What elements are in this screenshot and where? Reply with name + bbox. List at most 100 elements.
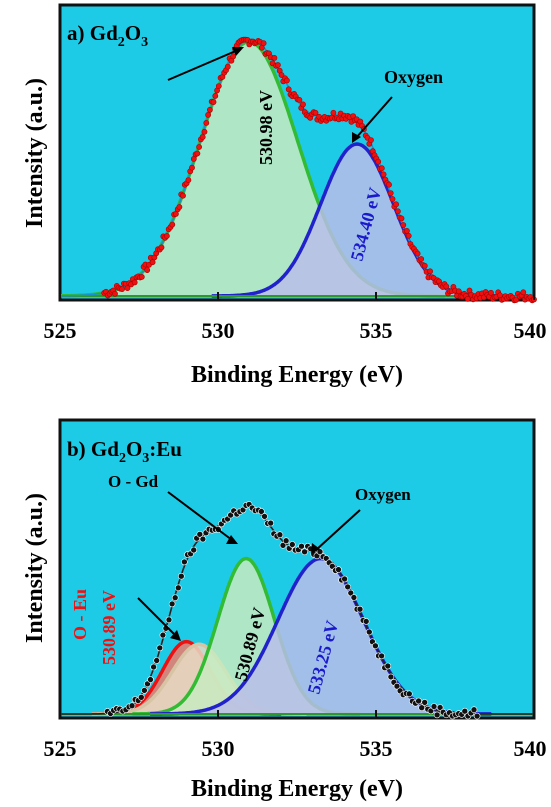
y-axis-title-b: Intensity (a.u.) (22, 493, 48, 643)
data-point-a (224, 63, 231, 70)
data-point-b (365, 628, 373, 636)
data-point-b (430, 703, 438, 710)
data-point-a (520, 289, 527, 296)
data-point-a (131, 279, 138, 286)
data-point-b (418, 704, 426, 712)
data-point-b (362, 618, 370, 625)
data-point-b (171, 594, 179, 602)
data-point-a (375, 158, 382, 165)
data-point-a (368, 137, 374, 143)
data-point-a (119, 286, 125, 292)
data-point-b (128, 702, 136, 710)
data-point-a (124, 285, 131, 291)
curves-b (60, 501, 534, 720)
annotation-b-o-gd: O - Gd (108, 472, 159, 491)
data-point-a (285, 86, 292, 93)
data-point-a (330, 109, 337, 116)
data-point-a (138, 273, 145, 280)
data-point-a (274, 62, 281, 68)
data-point-b (178, 572, 185, 580)
data-point-b (427, 707, 435, 715)
data-point-b (378, 652, 385, 660)
annotation-a-oxygen: Oxygen (384, 67, 443, 87)
data-point-a (380, 171, 387, 178)
data-point-a (144, 267, 151, 273)
data-point-a (215, 83, 222, 89)
data-point-b (393, 682, 401, 690)
data-point-b (461, 707, 469, 715)
data-point-b (239, 506, 247, 514)
panel-label-b: b) Gd2O3:Eu (67, 437, 182, 466)
data-point-b (279, 541, 287, 549)
data-point-b (384, 662, 392, 670)
data-point-b (316, 548, 324, 556)
data-point-a (283, 77, 290, 84)
data-point-b (168, 600, 176, 608)
data-point-b (196, 530, 204, 538)
data-point-a (201, 128, 208, 135)
data-point-a (199, 134, 206, 140)
data-point-b (199, 535, 207, 543)
data-point-a (400, 222, 407, 228)
data-point-b (436, 704, 444, 711)
arrowhead-a-oxygen (352, 132, 361, 143)
data-point-a (185, 177, 192, 183)
x-tick-label-b-525: 525 (44, 736, 77, 761)
data-point-b (267, 519, 275, 527)
x-tick-label-b-535: 535 (360, 736, 393, 761)
annotation-b-oxygen: Oxygen (355, 485, 411, 504)
data-point-a (488, 289, 494, 296)
data-point-b (335, 566, 342, 573)
panel-label-a: a) Gd2O3 (67, 21, 148, 50)
data-point-b (147, 676, 154, 683)
data-point-a (196, 144, 202, 150)
data-point-b (473, 712, 481, 720)
data-point-b (470, 706, 478, 714)
x-tick-label-a-525: 525 (44, 318, 77, 343)
data-point-a (398, 215, 405, 222)
data-point-b (421, 699, 429, 706)
data-point-b (356, 605, 364, 613)
data-point-b (372, 642, 379, 650)
x-tick-label-a-535: 535 (360, 318, 393, 343)
arrow-b-oxygen (315, 509, 361, 551)
arrowhead-b-oxygen (311, 543, 320, 554)
data-point-a (158, 244, 165, 251)
data-point-b (159, 631, 167, 639)
data-point-a (414, 250, 421, 257)
data-point-b (298, 542, 305, 550)
data-point-a (149, 259, 156, 266)
data-point-a (260, 40, 267, 47)
data-point-a (194, 150, 201, 157)
data-point-b (175, 584, 182, 592)
arrow-b-o-eu (137, 597, 177, 637)
data-point-b (153, 657, 160, 664)
x-tick-label-b-540: 540 (514, 736, 547, 761)
data-point-a (312, 109, 319, 116)
data-point-a (443, 283, 450, 290)
peak-fill-a-1 (211, 144, 503, 296)
data-point-a (169, 221, 176, 228)
data-point-b (347, 589, 355, 597)
data-point-b (341, 575, 348, 583)
arrowhead-b-o-eu (170, 630, 181, 641)
data-point-a (212, 93, 219, 99)
data-point-a (271, 55, 278, 61)
data-point-b (150, 663, 157, 671)
data-point-a (163, 233, 170, 239)
panel-a: a) Gd2O3 530.98 eV Oxygen 534.40 eV 525 … (22, 3, 547, 388)
x-tick-label-a-540: 540 (514, 318, 547, 343)
arrowhead-b-o-gd (226, 535, 238, 544)
arrow-a-oxygen (355, 96, 393, 139)
arrow-b-o-gd (167, 491, 233, 541)
data-point-b (344, 583, 352, 591)
data-point-a (300, 101, 306, 108)
panel-b: b) Gd2O3:Eu O - Gd Oxygen O - Eu 530.89 … (22, 418, 547, 802)
data-point-b (190, 546, 197, 554)
data-point-a (403, 227, 410, 234)
x-axis-title-b: Binding Energy (eV) (191, 776, 403, 802)
data-point-a (180, 192, 186, 199)
data-point-b (301, 548, 308, 556)
data-point-b (156, 644, 164, 652)
